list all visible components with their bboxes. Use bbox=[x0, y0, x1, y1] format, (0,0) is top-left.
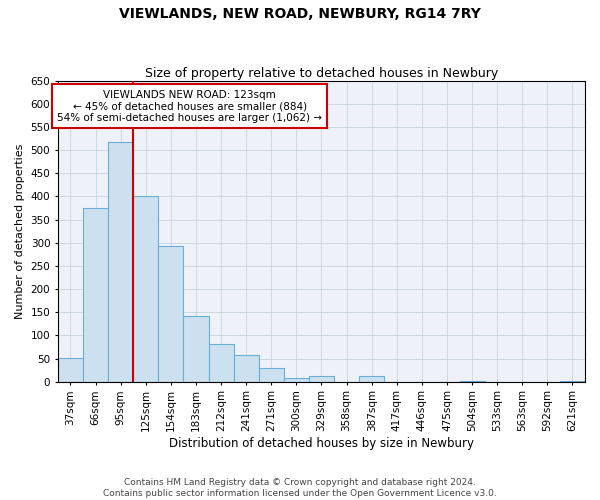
Title: Size of property relative to detached houses in Newbury: Size of property relative to detached ho… bbox=[145, 66, 498, 80]
Text: VIEWLANDS, NEW ROAD, NEWBURY, RG14 7RY: VIEWLANDS, NEW ROAD, NEWBURY, RG14 7RY bbox=[119, 8, 481, 22]
Bar bbox=[309, 376, 334, 382]
Bar bbox=[58, 358, 83, 382]
Bar bbox=[133, 196, 158, 382]
Text: Contains HM Land Registry data © Crown copyright and database right 2024.
Contai: Contains HM Land Registry data © Crown c… bbox=[103, 478, 497, 498]
Bar bbox=[259, 368, 284, 382]
Bar bbox=[233, 356, 259, 382]
Y-axis label: Number of detached properties: Number of detached properties bbox=[15, 144, 25, 319]
Bar bbox=[184, 316, 209, 382]
Bar bbox=[460, 381, 485, 382]
Bar bbox=[560, 381, 585, 382]
Bar bbox=[209, 344, 233, 382]
Bar bbox=[284, 378, 309, 382]
Bar bbox=[83, 208, 108, 382]
Bar bbox=[158, 246, 184, 382]
Bar bbox=[108, 142, 133, 382]
Text: VIEWLANDS NEW ROAD: 123sqm
← 45% of detached houses are smaller (884)
54% of sem: VIEWLANDS NEW ROAD: 123sqm ← 45% of deta… bbox=[57, 90, 322, 123]
X-axis label: Distribution of detached houses by size in Newbury: Distribution of detached houses by size … bbox=[169, 437, 474, 450]
Bar bbox=[359, 376, 384, 382]
